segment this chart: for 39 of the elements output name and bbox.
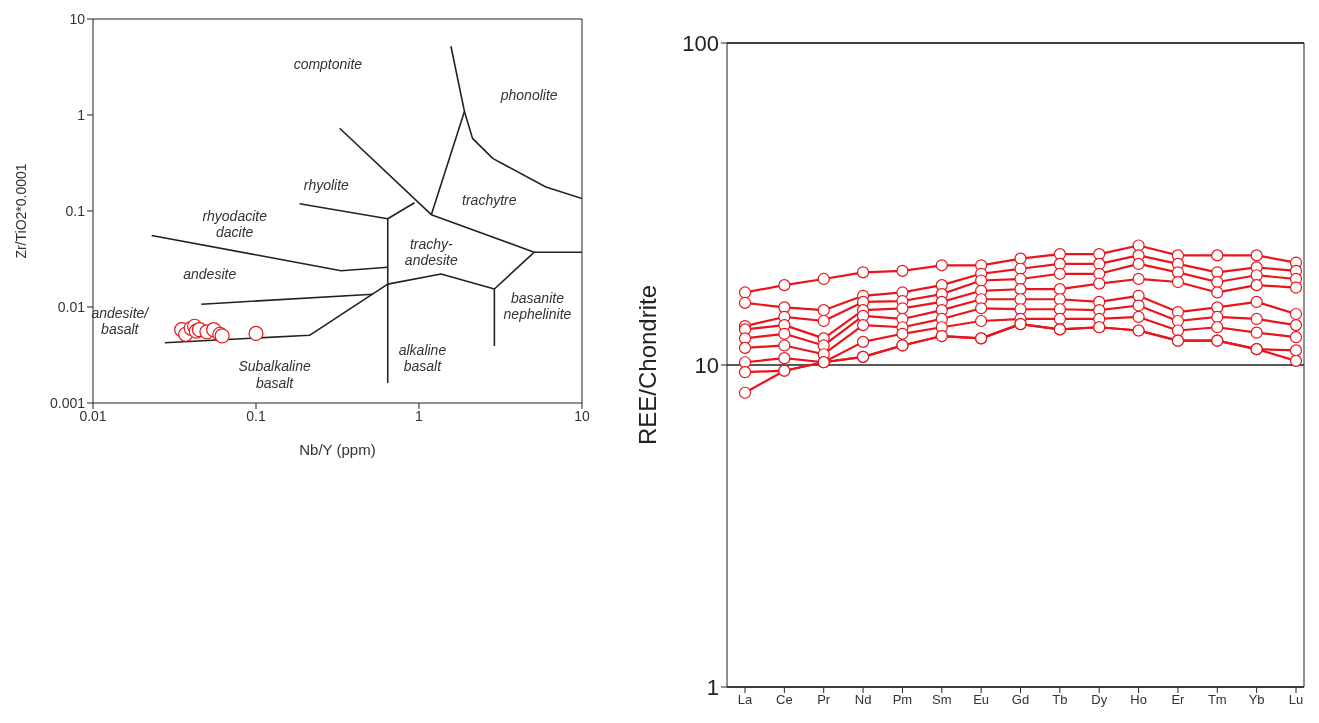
- annotation: rhyolite: [303, 177, 350, 194]
- x-tick-label: Sm: [932, 692, 952, 708]
- y-tick-label: 10: [69, 10, 86, 27]
- annotation: phonolite: [499, 86, 558, 103]
- x-tick-label: La: [737, 692, 753, 708]
- y-axis-title: REE/Chondrite: [633, 284, 661, 446]
- annotation: trachytre: [462, 192, 517, 209]
- annotation: andesite: [183, 265, 237, 282]
- annotation: andesite/ basalt: [91, 304, 151, 337]
- x-tick-label: Ho: [1130, 692, 1147, 708]
- y-axis-title: Zr/TiO2*0.0001: [12, 163, 29, 259]
- x-tick-label: Yb: [1248, 692, 1265, 708]
- x-tick-label: Tm: [1207, 692, 1227, 708]
- y-tick-label: 0.1: [65, 202, 86, 219]
- x-tick-label: Pm: [892, 692, 913, 708]
- annotation: trachy- andesite: [404, 236, 458, 269]
- y-tick-label: 100: [682, 30, 719, 56]
- x-tick-label: Nd: [854, 692, 872, 708]
- x-tick-label: 1: [415, 407, 424, 424]
- x-tick-label: Dy: [1091, 692, 1108, 708]
- x-tick-label: Er: [1171, 692, 1186, 708]
- x-tick-label: Eu: [973, 692, 990, 708]
- x-tick-label: 10: [574, 407, 590, 424]
- annotation: basanite nephelinite: [503, 289, 572, 322]
- x-tick-label: Pr: [817, 692, 831, 708]
- x-tick-label: Lu: [1288, 692, 1304, 708]
- annotation: alkaline basalt: [398, 341, 447, 374]
- y-tick-label: 0.001: [49, 394, 86, 411]
- annotation: rhyodacite dacite: [202, 207, 268, 240]
- annotation: comptonite: [293, 56, 363, 73]
- x-tick-label: Tb: [1052, 692, 1068, 708]
- annotation: Subalkaline basalt: [238, 358, 311, 391]
- y-tick-label: 1: [77, 106, 86, 123]
- x-axis-title: Nb/Y (ppm): [299, 441, 376, 458]
- y-tick-label: 0.01: [57, 298, 86, 315]
- x-tick-label: Ce: [776, 692, 793, 708]
- y-tick-label: 10: [694, 352, 719, 378]
- x-tick-label: 0.1: [246, 407, 266, 424]
- x-tick-label: Gd: [1011, 692, 1030, 708]
